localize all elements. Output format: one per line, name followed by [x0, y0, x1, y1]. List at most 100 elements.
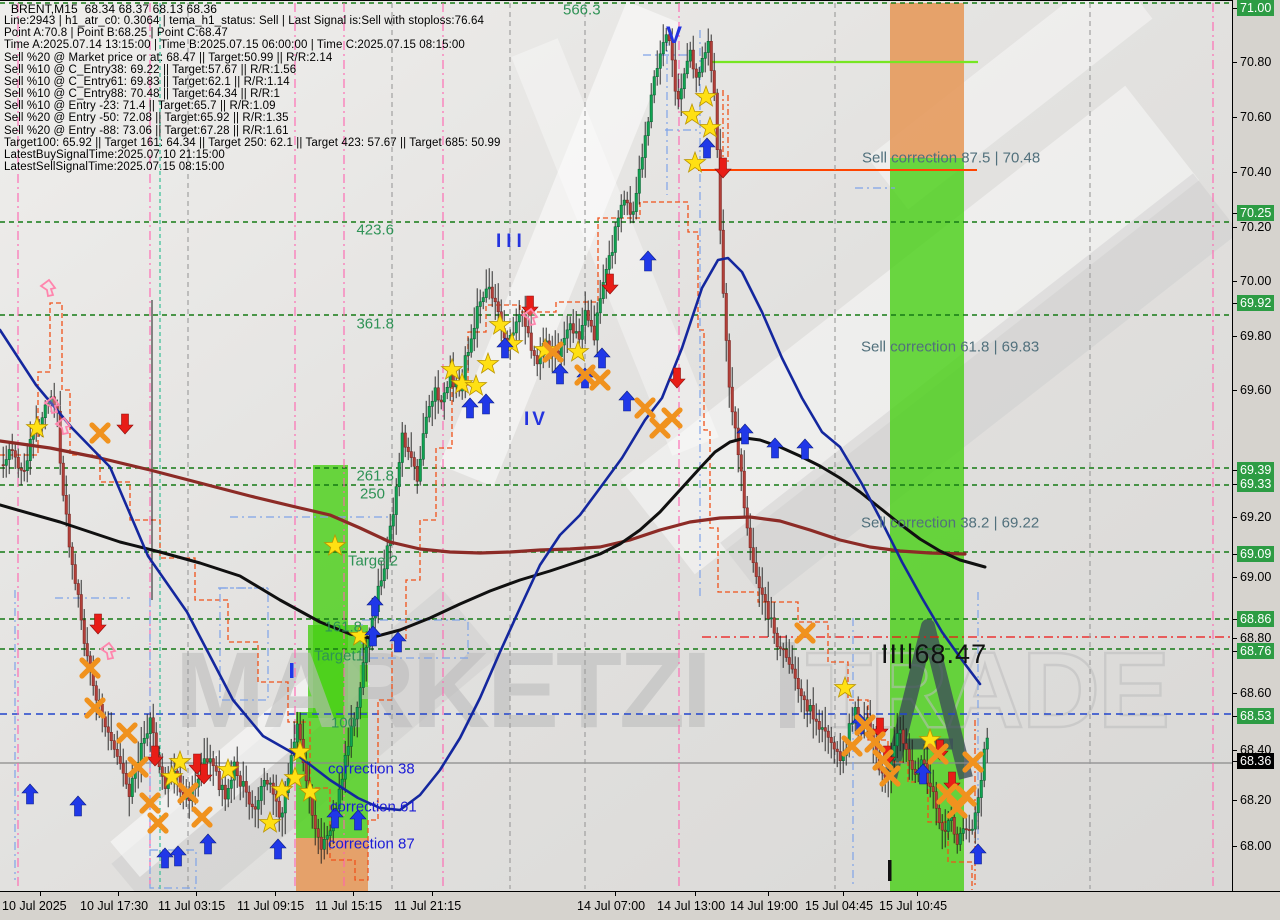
- candle-body: [112, 740, 116, 750]
- candle-body: [208, 758, 212, 763]
- pink-outline-arrow-icon: [521, 307, 539, 327]
- candle-body: [310, 797, 314, 816]
- sell-arrow-icon: [668, 367, 686, 389]
- candle-body: [931, 786, 935, 792]
- candle-body: [85, 643, 89, 657]
- star-signal-marker: [566, 339, 590, 362]
- candle-body: [355, 707, 359, 720]
- candle-body: [685, 60, 689, 75]
- sell-correction-label: Sell correction 61.8 | 69.83: [861, 338, 1039, 355]
- candle-body: [826, 730, 830, 738]
- x-signal-icon: [84, 697, 106, 719]
- price-tick-label: 68.00: [1233, 838, 1280, 854]
- price-tick-label: 68.80: [1233, 630, 1280, 646]
- candle-body: [658, 53, 662, 69]
- fib-level-label: 261.8: [356, 467, 394, 484]
- candle-body: [217, 771, 221, 790]
- candle-body: [796, 678, 800, 690]
- candle-body: [256, 800, 260, 810]
- candle-body: [643, 135, 647, 158]
- candle-body: [793, 668, 797, 679]
- time-tick-mark: [695, 892, 696, 896]
- candle-body: [802, 695, 806, 701]
- candle-body: [436, 387, 440, 401]
- star-signal-marker: [488, 312, 512, 335]
- price-tick-label: 69.60: [1233, 382, 1280, 398]
- ma-mid-black: [0, 436, 987, 640]
- trade-info-line: Sell %20 @ Market price or at: 68.47 || …: [4, 51, 333, 64]
- star-signal-marker: [680, 102, 704, 125]
- x-signal-icon: [872, 749, 894, 771]
- candle-body: [496, 301, 500, 313]
- candle-body: [790, 664, 794, 670]
- wave-count-label: IV: [524, 409, 548, 430]
- candle-body: [214, 765, 218, 772]
- wave-count-label: V: [666, 22, 682, 49]
- candle-body: [766, 601, 770, 620]
- time-tick-mark: [196, 892, 197, 896]
- channel-blue-box: [219, 587, 269, 701]
- candle-body: [106, 726, 110, 733]
- channel-blue-box: [149, 849, 197, 889]
- star-signal-marker: [476, 351, 500, 374]
- candle-body: [565, 329, 569, 339]
- candle-body: [613, 226, 617, 253]
- candle-body: [406, 446, 410, 452]
- candle-body: [625, 199, 629, 204]
- time-tick-label: 15 Jul 10:45: [879, 899, 948, 913]
- candle-body: [313, 814, 317, 829]
- time-tick-label: 14 Jul 19:00: [730, 899, 799, 913]
- star-signal-marker: [168, 749, 192, 772]
- candle-body: [325, 835, 329, 840]
- wave-tick-marker: [888, 860, 892, 881]
- candle-body: [427, 406, 431, 418]
- candle-body: [961, 828, 965, 834]
- price-level-badge: 69.39: [1233, 462, 1280, 478]
- trade-info-line: Time A:2025.07.14 13:15:00 | Time B:2025…: [4, 39, 465, 52]
- price-tick-label: 69.80: [1233, 328, 1280, 344]
- time-axis[interactable]: 10 Jul 2025 10 Jul 17:30 11 Jul 03:15 11 Ju…: [0, 891, 1280, 920]
- candle-body: [397, 462, 401, 487]
- buy-arrow-icon: [736, 423, 754, 445]
- candle-body: [298, 723, 302, 740]
- fib-level-label: 100: [331, 714, 356, 731]
- sell-arrow-icon: [601, 273, 619, 295]
- time-tick-label: 10 Jul 2025: [2, 899, 67, 913]
- candle-body: [661, 42, 665, 55]
- candle-body: [259, 786, 263, 801]
- candle-body: [1, 464, 5, 467]
- candle-body: [385, 545, 389, 570]
- price-axis[interactable]: 71.00 70.80 70.60 70.40 70.25 70.20 70.00 69.92…: [1232, 0, 1280, 891]
- candle-body: [10, 449, 14, 451]
- candle-body: [589, 320, 593, 327]
- candle-body: [784, 649, 788, 658]
- candle-body: [835, 748, 839, 752]
- candle-body: [811, 705, 815, 720]
- candle-body: [220, 784, 224, 790]
- candle-body: [13, 450, 17, 458]
- fib-level-label: 361.8: [356, 315, 394, 332]
- candle-body: [73, 564, 77, 584]
- candle-body: [952, 817, 956, 835]
- pink-outline-arrow-icon: [43, 395, 61, 415]
- buy-arrow-icon: [618, 390, 636, 412]
- candle-body: [439, 399, 443, 403]
- candle-body: [391, 514, 395, 527]
- buy-arrow-icon: [698, 137, 716, 159]
- candle-body: [907, 749, 911, 761]
- candle-body: [244, 781, 248, 793]
- buy-arrow-icon: [461, 397, 479, 419]
- chart-plot-area[interactable]: MARKETZI TRADE 566.3 423.6 361.8 261.8 250 Ta…: [0, 0, 1232, 891]
- candle-body: [679, 88, 683, 100]
- x-signal-icon: [116, 722, 138, 744]
- ma-fast-navy: [0, 256, 982, 812]
- x-signal-icon: [661, 407, 683, 429]
- candle-body: [769, 617, 773, 620]
- candle-body: [724, 293, 728, 341]
- candle-body: [763, 594, 767, 602]
- candle-body: [739, 454, 743, 472]
- x-signal-icon: [89, 422, 111, 444]
- candle-body: [532, 350, 536, 356]
- time-tick-mark: [118, 892, 119, 896]
- price-chart-canvas[interactable]: MARKETZI TRADE 566.3423.6361.8261.8250Ta…: [0, 0, 1232, 891]
